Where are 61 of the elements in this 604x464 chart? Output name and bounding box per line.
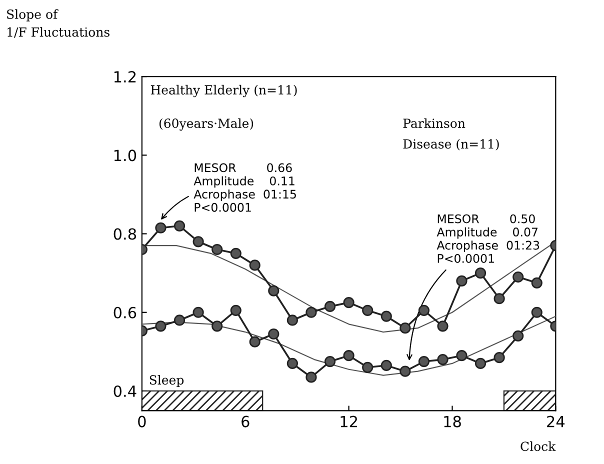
point <box>400 322 411 334</box>
point <box>174 314 186 326</box>
annotation: Parkinson Disease (n=11) <box>403 118 499 150</box>
band-label: Sleep <box>150 374 184 388</box>
point <box>155 320 166 332</box>
point <box>494 293 505 304</box>
point <box>306 306 317 318</box>
x-tick-label: 6 <box>242 416 250 428</box>
y-tick-label: 0.8 <box>114 228 136 240</box>
point <box>306 372 317 383</box>
point <box>343 350 354 362</box>
point <box>512 271 524 283</box>
annotation: MESOR 0.66 Amplitude 0.11 Acrophase 01:15 P<0.0001 <box>194 163 296 212</box>
point <box>418 356 430 368</box>
point <box>362 304 374 316</box>
point <box>212 244 223 256</box>
point <box>268 285 280 296</box>
point <box>249 260 260 271</box>
x-tick-label: 12 <box>340 416 357 428</box>
point <box>286 314 298 326</box>
point <box>456 275 468 286</box>
point <box>474 358 486 370</box>
y-tick-label: 1.0 <box>114 150 136 162</box>
y-tick-label: 0.6 <box>114 306 136 318</box>
point <box>192 306 204 318</box>
annotation: MESOR 0.50 Amplitude 0.07 Acrophase 01:23 P<0.0001 <box>436 214 540 263</box>
x-tick-label: 18 <box>444 416 461 428</box>
x-tick-label: 0 <box>138 416 146 428</box>
point <box>343 297 354 308</box>
point <box>324 300 336 312</box>
point <box>456 350 468 362</box>
point <box>380 360 392 371</box>
point <box>230 304 242 316</box>
x-tick-label: 24 <box>547 416 565 428</box>
y-tick-label: 0.4 <box>114 385 136 398</box>
line-series <box>142 314 556 376</box>
x-axis-title: Clock <box>520 441 556 452</box>
point <box>418 304 430 316</box>
point <box>212 320 223 332</box>
point <box>268 328 280 340</box>
point <box>362 362 374 373</box>
point <box>324 356 336 368</box>
point <box>531 306 542 318</box>
point <box>437 320 448 332</box>
point <box>531 277 542 288</box>
y-tick-label: 1.2 <box>114 71 136 82</box>
point <box>230 248 242 259</box>
point <box>512 330 524 342</box>
point <box>249 336 260 348</box>
point <box>192 236 204 248</box>
point <box>174 220 186 232</box>
point <box>494 352 505 364</box>
point <box>400 366 411 377</box>
point <box>437 354 448 366</box>
point <box>155 222 166 234</box>
y-axis-title: Slope of 1/F Fluctuations <box>7 9 110 38</box>
annotation: Healthy Elderly (n=11) <box>150 84 297 98</box>
point <box>286 358 298 370</box>
point <box>474 268 486 279</box>
point <box>380 310 392 322</box>
annotation: (60years·Male) <box>159 118 254 131</box>
